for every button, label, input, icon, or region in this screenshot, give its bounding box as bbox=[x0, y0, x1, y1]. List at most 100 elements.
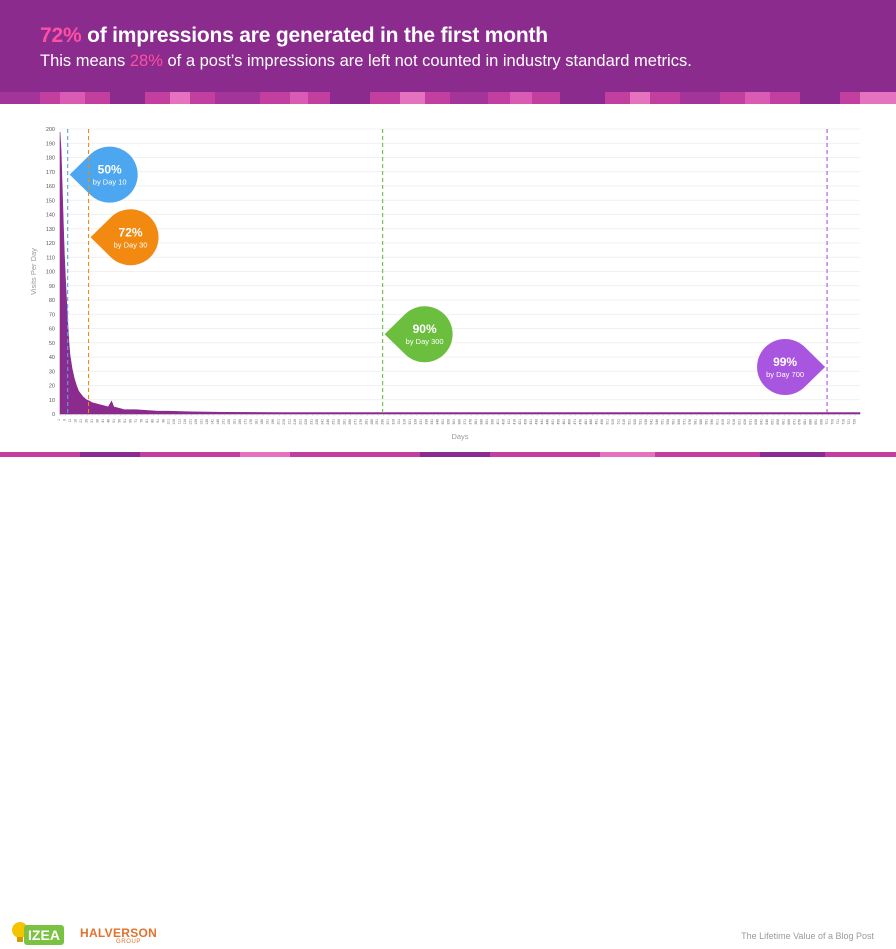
x-tick-label: 356 bbox=[447, 419, 451, 425]
x-tick-label: 181 bbox=[255, 419, 259, 425]
x-tick-label: 246 bbox=[326, 419, 330, 425]
y-axis-label: Visits Per Day bbox=[29, 248, 38, 295]
x-tick-label: 321 bbox=[408, 419, 412, 425]
milestone-percent: 72% bbox=[119, 225, 143, 239]
x-tick-label: 446 bbox=[545, 419, 549, 425]
y-tick-label: 10 bbox=[49, 398, 55, 404]
x-tick-label: 616 bbox=[732, 419, 736, 425]
x-tick-label: 276 bbox=[359, 419, 363, 425]
x-tick-label: 86 bbox=[150, 419, 154, 423]
headline-text: of impressions are generated in the firs… bbox=[81, 24, 548, 47]
x-tick-label: 661 bbox=[781, 419, 785, 425]
x-tick-label: 386 bbox=[480, 419, 484, 425]
x-tick-label: 76 bbox=[139, 419, 143, 423]
x-tick-label: 506 bbox=[611, 419, 615, 425]
x-tick-label: 721 bbox=[847, 419, 851, 425]
x-tick-label: 156 bbox=[227, 419, 231, 425]
x-tick-label: 666 bbox=[787, 419, 791, 425]
y-tick-label: 60 bbox=[49, 327, 55, 333]
x-tick-label: 171 bbox=[244, 419, 248, 425]
milestone-callout bbox=[90, 209, 159, 266]
x-tick-label: 696 bbox=[820, 419, 824, 425]
x-tick-label: 536 bbox=[644, 419, 648, 425]
x-tick-label: 6 bbox=[62, 419, 66, 421]
x-tick-label: 136 bbox=[205, 419, 209, 425]
x-tick-label: 586 bbox=[699, 419, 703, 425]
subheadline-post: of a post’s impressions are left not cou… bbox=[162, 52, 692, 70]
header-banner: 72% of impressions are generated in the … bbox=[0, 0, 896, 92]
x-tick-label: 266 bbox=[348, 419, 352, 425]
x-tick-label: 16 bbox=[73, 419, 77, 423]
x-tick-label: 416 bbox=[512, 419, 516, 425]
x-tick-label: 521 bbox=[628, 419, 632, 425]
x-tick-label: 596 bbox=[710, 419, 714, 425]
y-tick-label: 30 bbox=[49, 369, 55, 375]
x-axis-label: Days bbox=[451, 432, 468, 441]
x-tick-label: 726 bbox=[853, 419, 857, 425]
x-tick-label: 126 bbox=[194, 419, 198, 425]
x-tick-label: 701 bbox=[825, 419, 829, 425]
izea-logo-text: IZEA bbox=[28, 927, 60, 943]
x-tick-label: 711 bbox=[836, 419, 840, 425]
x-tick-label: 481 bbox=[584, 419, 588, 425]
x-tick-label: 371 bbox=[463, 419, 467, 425]
x-tick-label: 56 bbox=[117, 419, 121, 423]
y-tick-label: 180 bbox=[46, 156, 55, 162]
x-tick-label: 291 bbox=[375, 419, 379, 425]
y-tick-label: 90 bbox=[49, 284, 55, 290]
x-tick-label: 631 bbox=[748, 419, 752, 425]
x-tick-label: 611 bbox=[726, 419, 730, 425]
x-tick-label: 191 bbox=[266, 419, 270, 425]
milestone-label: by Day 300 bbox=[406, 337, 444, 346]
x-tick-label: 1 bbox=[57, 419, 61, 421]
milestone-callout bbox=[69, 146, 138, 203]
x-tick-label: 636 bbox=[754, 419, 758, 425]
x-tick-label: 241 bbox=[320, 419, 324, 425]
x-tick-label: 251 bbox=[331, 419, 335, 425]
x-tick-label: 351 bbox=[441, 419, 445, 425]
x-tick-label: 196 bbox=[271, 419, 275, 425]
subheadline-percent: 28% bbox=[129, 52, 163, 70]
y-tick-label: 170 bbox=[46, 170, 55, 176]
x-tick-label: 66 bbox=[128, 419, 132, 423]
x-tick-label: 176 bbox=[249, 419, 253, 425]
x-tick-label: 161 bbox=[233, 419, 237, 425]
x-tick-label: 496 bbox=[600, 419, 604, 425]
x-tick-label: 456 bbox=[556, 419, 560, 425]
decorative-stripe-bottom bbox=[0, 452, 896, 457]
x-tick-label: 326 bbox=[414, 419, 418, 425]
x-tick-label: 601 bbox=[715, 419, 719, 425]
x-tick-label: 311 bbox=[397, 419, 401, 425]
y-tick-label: 130 bbox=[46, 227, 55, 233]
x-tick-label: 301 bbox=[386, 419, 390, 425]
x-tick-label: 656 bbox=[776, 419, 780, 425]
x-tick-label: 186 bbox=[260, 419, 264, 425]
x-tick-label: 111 bbox=[178, 419, 182, 424]
x-tick-label: 361 bbox=[452, 419, 456, 425]
y-tick-label: 50 bbox=[49, 341, 55, 347]
x-tick-label: 116 bbox=[183, 419, 187, 425]
y-tick-label: 160 bbox=[46, 184, 55, 190]
x-tick-label: 671 bbox=[792, 419, 796, 425]
x-tick-label: 91 bbox=[156, 419, 160, 423]
x-tick-label: 591 bbox=[704, 419, 708, 425]
x-tick-label: 391 bbox=[485, 419, 489, 425]
x-tick-label: 421 bbox=[518, 419, 522, 425]
x-tick-label: 261 bbox=[342, 419, 346, 425]
x-tick-label: 226 bbox=[304, 419, 308, 425]
x-tick-label: 501 bbox=[606, 419, 610, 425]
x-tick-label: 651 bbox=[770, 419, 774, 425]
x-tick-label: 526 bbox=[633, 419, 637, 425]
x-tick-label: 61 bbox=[123, 419, 127, 423]
x-tick-label: 41 bbox=[101, 419, 105, 423]
x-tick-label: 36 bbox=[95, 419, 99, 423]
subheadline: This means 28% of a post’s impressions a… bbox=[40, 52, 692, 71]
milestone-callout bbox=[384, 306, 453, 363]
x-tick-label: 406 bbox=[501, 419, 505, 425]
x-tick-label: 441 bbox=[540, 419, 544, 425]
milestone-label: by Day 30 bbox=[114, 240, 148, 249]
visits-chart: 0102030405060708090100110120130140150160… bbox=[29, 127, 861, 441]
x-tick-label: 576 bbox=[688, 419, 692, 425]
headline-percent: 72% bbox=[40, 24, 82, 47]
x-tick-label: 556 bbox=[666, 419, 670, 425]
